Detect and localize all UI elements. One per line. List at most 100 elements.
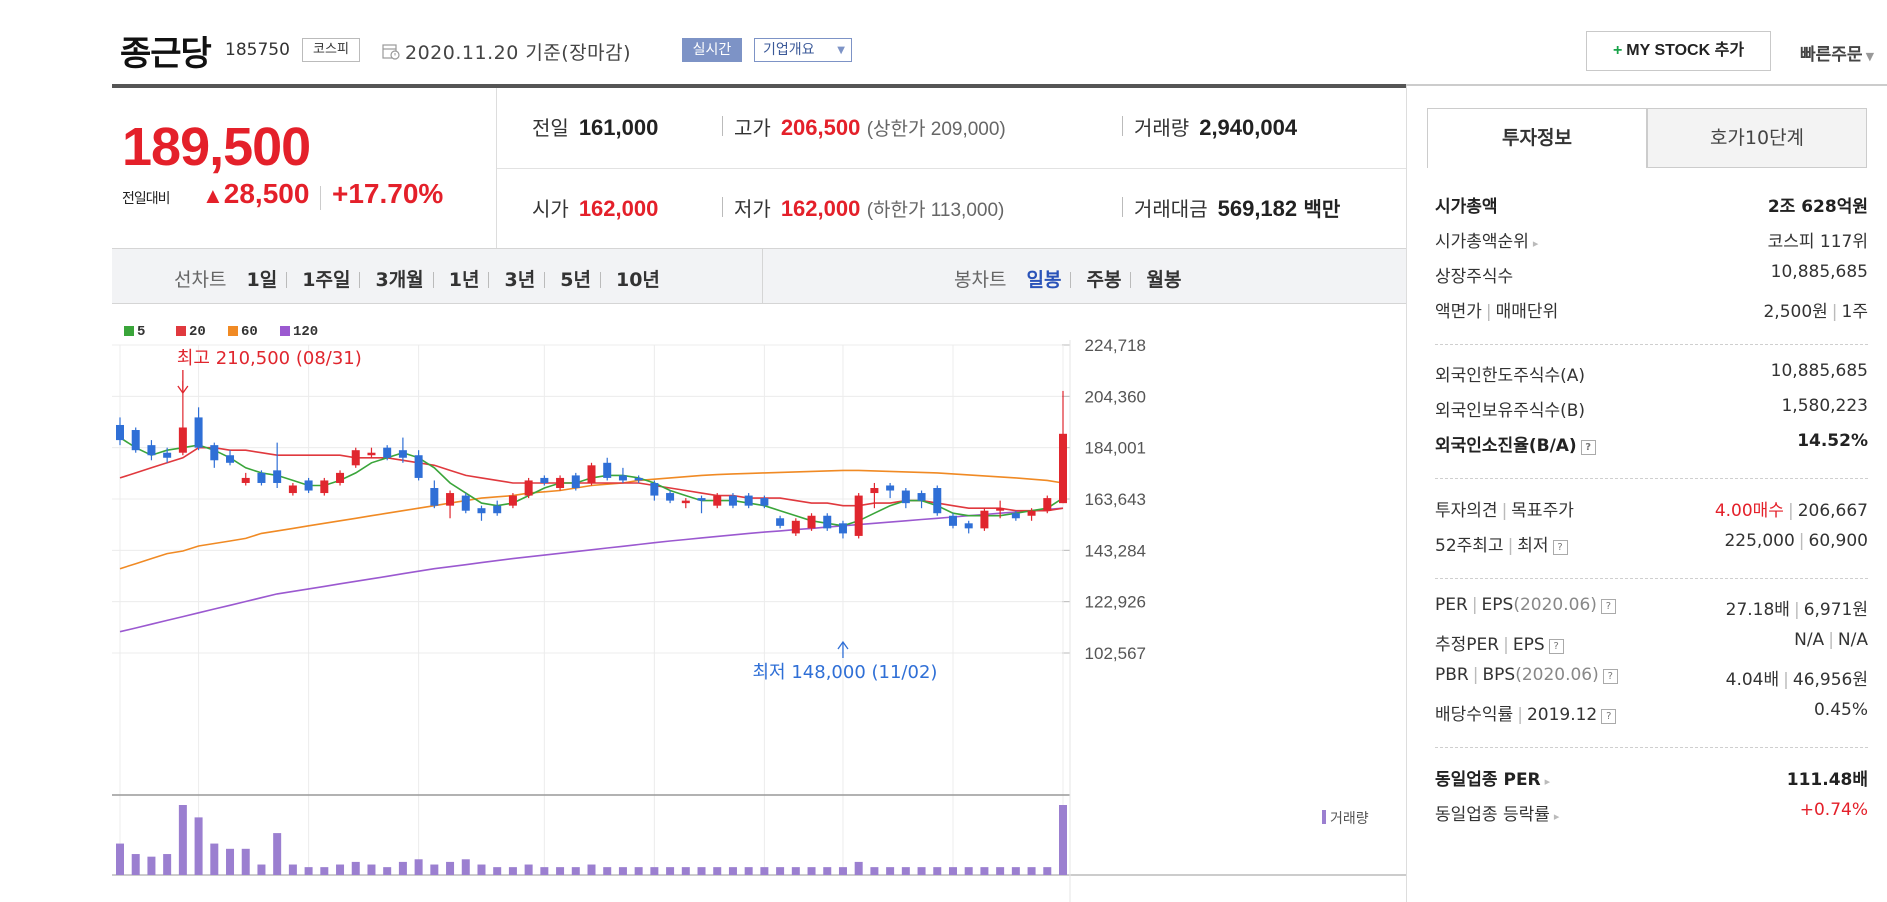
stat-value: 206,500 — [780, 115, 861, 140]
tab-10y[interactable]: 10년 — [615, 269, 660, 291]
add-my-stock-button[interactable]: + MY STOCK 추가 — [1586, 31, 1771, 71]
volume-bar — [493, 867, 502, 875]
candle-chart-tabs: 봉차트 일봉 주봉 월봉 — [954, 265, 1182, 292]
candle-body — [728, 495, 737, 506]
candle-body — [493, 505, 502, 514]
volume-bar — [461, 859, 470, 875]
divider — [286, 272, 288, 288]
row-value-text: 60,900 — [1808, 531, 1868, 551]
divider: | — [1517, 705, 1523, 725]
quick-order-dropdown[interactable]: 빠른주문 ▼ — [1800, 40, 1874, 65]
tab-1d[interactable]: 1일 — [246, 269, 278, 291]
row-label: 시가총액 — [1435, 197, 1498, 217]
chevron-down-icon: ▼ — [837, 45, 845, 56]
stat-lower-limit: (하한가 113,000) — [866, 200, 1005, 221]
row-label: 동일업종 등락률 ▸ — [1435, 800, 1559, 825]
legend-label: 120 — [293, 324, 318, 340]
candle-body — [304, 480, 313, 491]
row-label-text: 시가총액순위 — [1435, 232, 1529, 252]
tab-3m[interactable]: 3개월 — [375, 269, 424, 291]
row-foreign-ratio: 외국인소진율(B/A)? 14.52% — [1435, 431, 1868, 461]
row-value: 4.00매수 | 206,667 — [1715, 496, 1868, 521]
tab-1w[interactable]: 1주일 — [302, 269, 351, 291]
divider: | — [1828, 630, 1834, 650]
row-value-text: N/A — [1794, 630, 1825, 650]
candle-body — [1011, 513, 1020, 519]
candle-body — [886, 485, 895, 491]
volume-bar — [147, 856, 156, 875]
ma60-line — [119, 469, 1064, 570]
candle-body — [383, 447, 392, 458]
volume-bar — [838, 867, 847, 875]
help-icon[interactable]: ? — [1602, 669, 1618, 684]
volume-bar — [917, 867, 926, 875]
tab-weekly[interactable]: 주봉 — [1086, 269, 1122, 291]
stat-label: 시가 — [532, 197, 569, 221]
y-tick-label: 184,001 — [1085, 439, 1146, 458]
candles — [116, 380, 1067, 539]
chevron-right-icon: ▸ — [1532, 237, 1539, 250]
divider — [544, 272, 546, 288]
row-value: 14.52% — [1797, 431, 1868, 451]
tab-1y[interactable]: 1년 — [448, 269, 480, 291]
tab-daily[interactable]: 일봉 — [1026, 269, 1062, 291]
low-arrow-head — [837, 640, 849, 650]
volume-bar — [807, 867, 816, 875]
candle-body — [210, 445, 219, 461]
row-sector-change[interactable]: 동일업종 등락률 ▸ +0.74% — [1435, 800, 1868, 830]
volume-bar — [288, 864, 297, 875]
legend-swatch — [124, 326, 134, 336]
divider — [599, 272, 601, 288]
row-market-cap-rank[interactable]: 시가총액순위 ▸ 코스피 117위 — [1435, 227, 1868, 257]
volume-bar — [508, 867, 517, 875]
candle-body — [571, 475, 580, 489]
candle-body — [273, 470, 282, 483]
investment-info-panel: 투자정보 호가10단계 시가총액 2조 628억원 시가총액순위 ▸ 코스피 11… — [1406, 86, 1887, 902]
volume-bar — [1011, 867, 1020, 875]
volume-bar — [398, 861, 407, 875]
row-value: 2조 628억원 — [1767, 197, 1868, 217]
row-value: +0.74% — [1799, 800, 1868, 820]
candle-body — [116, 424, 124, 441]
row-label: PBR | BPS(2020.06)? — [1435, 665, 1618, 685]
quick-order-label: 빠른주문 — [1800, 45, 1863, 65]
row-label-text: 외국인소진율(B/A) — [1435, 436, 1577, 456]
help-icon[interactable]: ? — [1552, 540, 1568, 555]
row-value-text: 6,971원 — [1803, 600, 1868, 620]
candle-body — [351, 450, 360, 466]
divider — [1122, 116, 1123, 136]
row-label-text: 목표주가 — [1511, 501, 1574, 521]
help-icon[interactable]: ? — [1548, 639, 1564, 654]
row-label: PER | EPS(2020.06)? — [1435, 595, 1616, 615]
company-overview-label: 기업개요 — [763, 42, 815, 58]
realtime-button[interactable]: 실시간 — [682, 38, 742, 62]
row-sector-per[interactable]: 동일업종 PER ▸ 111.48배 — [1435, 765, 1868, 795]
divider — [722, 116, 723, 136]
volume-bar — [728, 867, 737, 875]
volume-bar — [367, 864, 376, 875]
candle-body — [1027, 510, 1036, 516]
volume-bar — [901, 867, 910, 875]
help-icon[interactable]: ? — [1600, 599, 1616, 614]
divider: | — [1471, 595, 1478, 615]
tab-investment-info[interactable]: 투자정보 — [1427, 108, 1647, 168]
candle-body — [838, 523, 847, 534]
row-foreign-limit: 외국인한도주식수(A) 10,885,685 — [1435, 361, 1868, 391]
tab-monthly[interactable]: 월봉 — [1146, 269, 1182, 291]
volume-bar — [791, 867, 800, 875]
candle-body — [917, 493, 926, 501]
help-icon[interactable]: ? — [1580, 440, 1596, 455]
tab-order-book[interactable]: 호가10단계 — [1647, 108, 1867, 168]
company-overview-dropdown[interactable]: 기업개요 ▼ — [754, 38, 852, 62]
volume-bar — [131, 854, 140, 875]
volume-bar — [964, 867, 973, 875]
base-date: 2020.11.20 기준(장마감) — [405, 42, 632, 64]
row-value: 111.48배 — [1786, 770, 1868, 790]
divider — [488, 272, 490, 288]
help-icon[interactable]: ? — [1601, 709, 1617, 724]
row-label-text: 최저 — [1517, 536, 1549, 556]
tab-3y[interactable]: 3년 — [504, 269, 536, 291]
plus-icon: + — [1612, 42, 1623, 59]
tab-5y[interactable]: 5년 — [560, 269, 591, 291]
divider — [1122, 197, 1123, 217]
